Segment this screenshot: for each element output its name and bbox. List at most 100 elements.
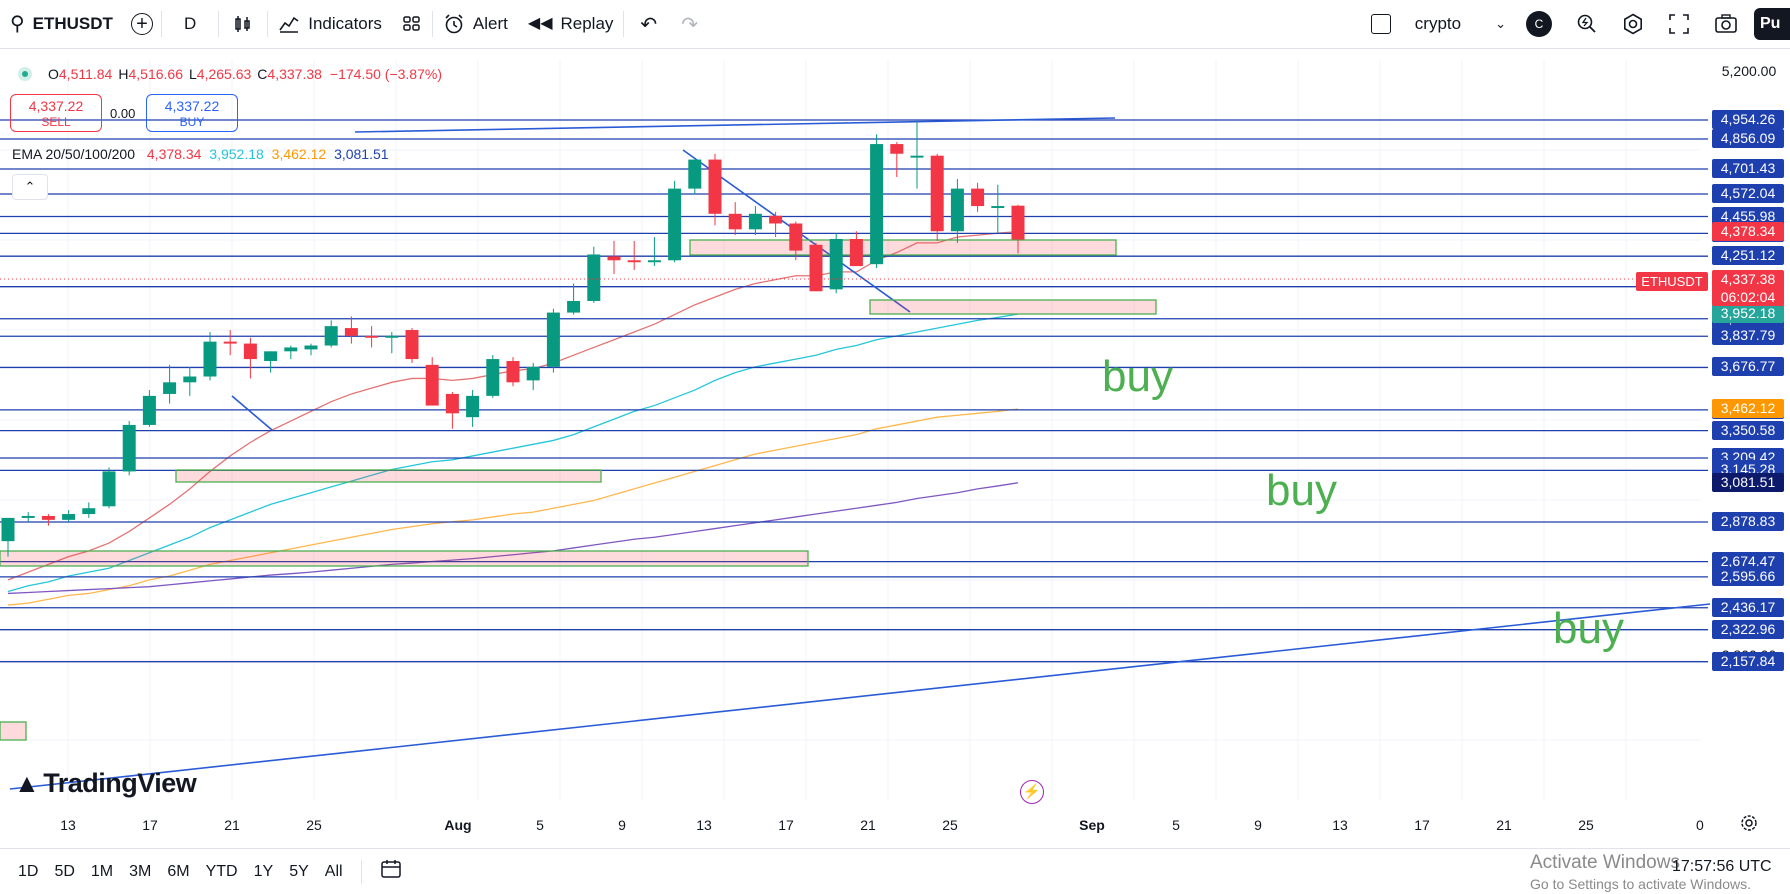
ema-lines: [7, 230, 1019, 606]
candle-body: [163, 382, 177, 394]
date-range-button[interactable]: [372, 858, 410, 885]
change-value: −174.50 (−3.87%): [329, 66, 442, 82]
zone-box: [0, 550, 809, 567]
ema200-price-tag: 3,081.51: [1712, 472, 1784, 492]
divider: [218, 11, 220, 37]
quick-search-button[interactable]: [1564, 0, 1610, 48]
ema100-line: [7, 408, 1019, 606]
indicators-button[interactable]: Indicators: [268, 0, 392, 48]
level-price-tag: 4,572.04: [1712, 184, 1784, 204]
short-trendline: [231, 395, 273, 431]
redo-button[interactable]: ↷: [673, 0, 706, 48]
ema200-line: [7, 482, 1019, 595]
buy-annotation[interactable]: buy: [1266, 466, 1337, 515]
undo-icon: ↶: [640, 13, 658, 36]
chart-type-button[interactable]: [219, 0, 267, 48]
timeframe-buttons: 1D 5D 1M 3M 6M YTD 1Y 5Y All: [10, 863, 351, 881]
timeframe-1y-button[interactable]: 1Y: [253, 862, 274, 880]
high-key: H: [118, 66, 129, 82]
alert-button[interactable]: Alert: [433, 0, 518, 48]
level-price-tag: 2,157.84: [1712, 651, 1784, 671]
ema50-line: [7, 313, 1019, 593]
timeframe-ytd-button[interactable]: YTD: [205, 862, 238, 880]
candle-body: [809, 244, 823, 292]
high-value: 4,516.66: [128, 66, 183, 82]
ema-legend[interactable]: EMA 20/50/100/200 4,378.34 3,952.18 3,46…: [12, 146, 389, 162]
time-axis-label: 13: [60, 817, 76, 833]
timeframe-1d-button[interactable]: 1D: [18, 862, 39, 880]
timeframe-6m-button[interactable]: 6M: [167, 862, 190, 880]
divider: [360, 859, 362, 884]
divider: [623, 11, 625, 37]
redo-icon: ↷: [681, 13, 698, 36]
camera-icon: [1715, 14, 1737, 33]
watchlist-name-button[interactable]: crypto ⌄: [1401, 0, 1526, 48]
axis-settings-button[interactable]: [1738, 812, 1760, 839]
undo-button[interactable]: ↶: [624, 0, 673, 48]
timeframe-all-button[interactable]: All: [324, 862, 343, 880]
candle-body: [688, 159, 702, 189]
square-icon: [1370, 14, 1391, 34]
sell-button[interactable]: 4,337.22 SELL: [10, 94, 102, 132]
level-price-tag: 4,954.26: [1712, 110, 1784, 129]
replay-button[interactable]: ◀◀ Replay: [518, 0, 624, 48]
user-drawings: [0, 117, 1711, 790]
time-axis-label: Aug: [444, 817, 472, 833]
interval-button[interactable]: D: [162, 0, 218, 48]
candle-body: [142, 395, 156, 425]
lightning-search-icon: [1577, 14, 1596, 33]
candle-body: [122, 424, 136, 472]
candle-body: [930, 155, 944, 232]
fullscreen-button[interactable]: [1656, 0, 1702, 48]
divider: [431, 11, 433, 37]
candle-body: [506, 361, 520, 383]
buy-button[interactable]: 4,337.22 BUY: [146, 94, 238, 132]
account-button[interactable]: C: [1526, 0, 1564, 48]
events-icon[interactable]: ⚡: [1020, 780, 1044, 804]
sell-price: 4,337.22: [28, 98, 84, 114]
time-axis-label: 17: [778, 817, 794, 833]
candle-body: [324, 326, 338, 346]
candle-body: [627, 260, 641, 263]
timeframe-1m-button[interactable]: 1M: [90, 862, 114, 880]
timeframe-3m-button[interactable]: 3M: [129, 862, 152, 880]
candle-body: [910, 155, 924, 158]
time-axis-label: 17: [1414, 817, 1430, 833]
candle-body: [971, 188, 985, 207]
time-axis-label: 13: [696, 817, 712, 833]
level-price-tag: 2,436.17: [1712, 597, 1784, 617]
time-axis-label: 25: [1578, 817, 1594, 833]
publish-button[interactable]: Pu: [1754, 8, 1790, 40]
layout-select-button[interactable]: [1361, 0, 1401, 48]
zone-box: [0, 721, 27, 741]
ema200-value: 3,081.51: [334, 146, 389, 162]
timeframe-5y-button[interactable]: 5Y: [289, 862, 309, 880]
spread-value: 0.00: [110, 106, 136, 121]
candle-body: [587, 254, 601, 301]
snapshot-button[interactable]: [1702, 0, 1750, 48]
open-key: O: [48, 66, 59, 82]
candle-body: [243, 343, 257, 360]
candle-body: [607, 256, 621, 261]
symbol-search-button[interactable]: ⚲ ETHUSDT: [0, 0, 123, 48]
utc-clock[interactable]: 17:57:56 UTC: [1672, 858, 1772, 875]
layouts-button[interactable]: [392, 0, 432, 48]
level-price-tag: 3,676.77: [1712, 357, 1784, 377]
calendar-icon: [380, 860, 401, 878]
time-axis-label: 5: [536, 817, 544, 833]
compare-symbol-button[interactable]: +: [123, 0, 161, 48]
buy-annotation[interactable]: buy: [1102, 352, 1173, 401]
candle-body: [668, 188, 682, 261]
candle-body: [466, 395, 480, 418]
price-chart[interactable]: [0, 49, 1790, 847]
buy-annotation[interactable]: buy: [1553, 604, 1624, 653]
timeframe-5d-button[interactable]: 5D: [54, 862, 75, 880]
activate-windows-subtitle: Go to Settings to activate Windows.: [1530, 876, 1751, 892]
avatar: C: [1526, 11, 1552, 37]
time-axis-label: 17: [142, 817, 158, 833]
ema-name: EMA 20/50/100/200: [12, 146, 135, 162]
candle-body: [546, 312, 560, 367]
settings-button[interactable]: [1610, 0, 1656, 48]
time-axis-label: 25: [942, 817, 958, 833]
collapse-legend-button[interactable]: ⌃: [12, 174, 48, 200]
